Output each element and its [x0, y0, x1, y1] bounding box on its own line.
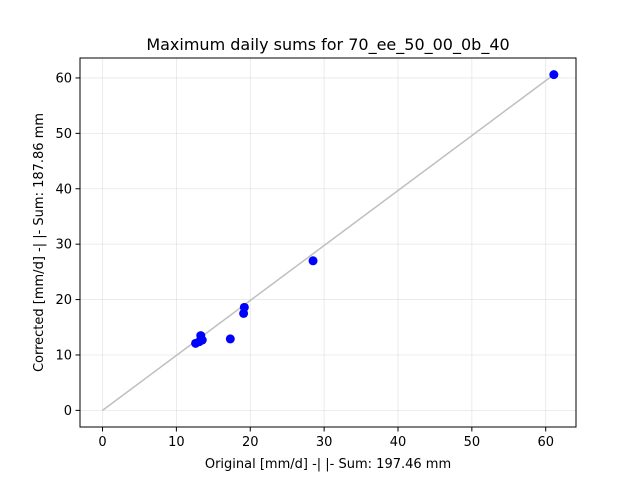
chart-title: Maximum daily sums for 70_ee_50_00_0b_40: [146, 35, 509, 55]
x-tick-label: 10: [168, 435, 185, 450]
x-tick-label: 40: [390, 435, 407, 450]
y-axis-label: Corrected [mm/d] -| |- Sum: 187.86 mm: [32, 113, 47, 372]
data-point: [225, 334, 235, 344]
y-tick-label: 30: [55, 238, 72, 253]
data-point: [239, 302, 249, 312]
y-tick-label: 10: [55, 348, 72, 363]
y-tick-label: 20: [55, 293, 72, 308]
x-tick-label: 30: [316, 435, 333, 450]
data-points: [191, 70, 559, 348]
x-tick-label: 50: [464, 435, 481, 450]
y-tick-label: 0: [64, 404, 72, 419]
x-axis-ticks: 0 10 20 30 40 50 60: [98, 427, 554, 450]
x-tick-label: 0: [98, 435, 106, 450]
x-tick-label: 60: [537, 435, 554, 450]
x-axis-label: Original [mm/d] -| |- Sum: 197.46 mm: [205, 457, 451, 472]
plot-area-frame: [79, 57, 577, 428]
y-tick-label: 50: [55, 127, 72, 142]
y-tick-label: 40: [55, 182, 72, 197]
reference-line: [102, 74, 555, 411]
grid-lines: [80, 58, 576, 427]
data-point: [308, 256, 318, 266]
x-tick-label: 20: [242, 435, 259, 450]
data-point: [549, 70, 559, 80]
data-point: [196, 331, 206, 341]
y-axis-ticks: 0 10 20 30 40 50 60: [55, 71, 80, 419]
reference-line-group: [102, 74, 555, 411]
y-tick-label: 60: [55, 71, 72, 86]
